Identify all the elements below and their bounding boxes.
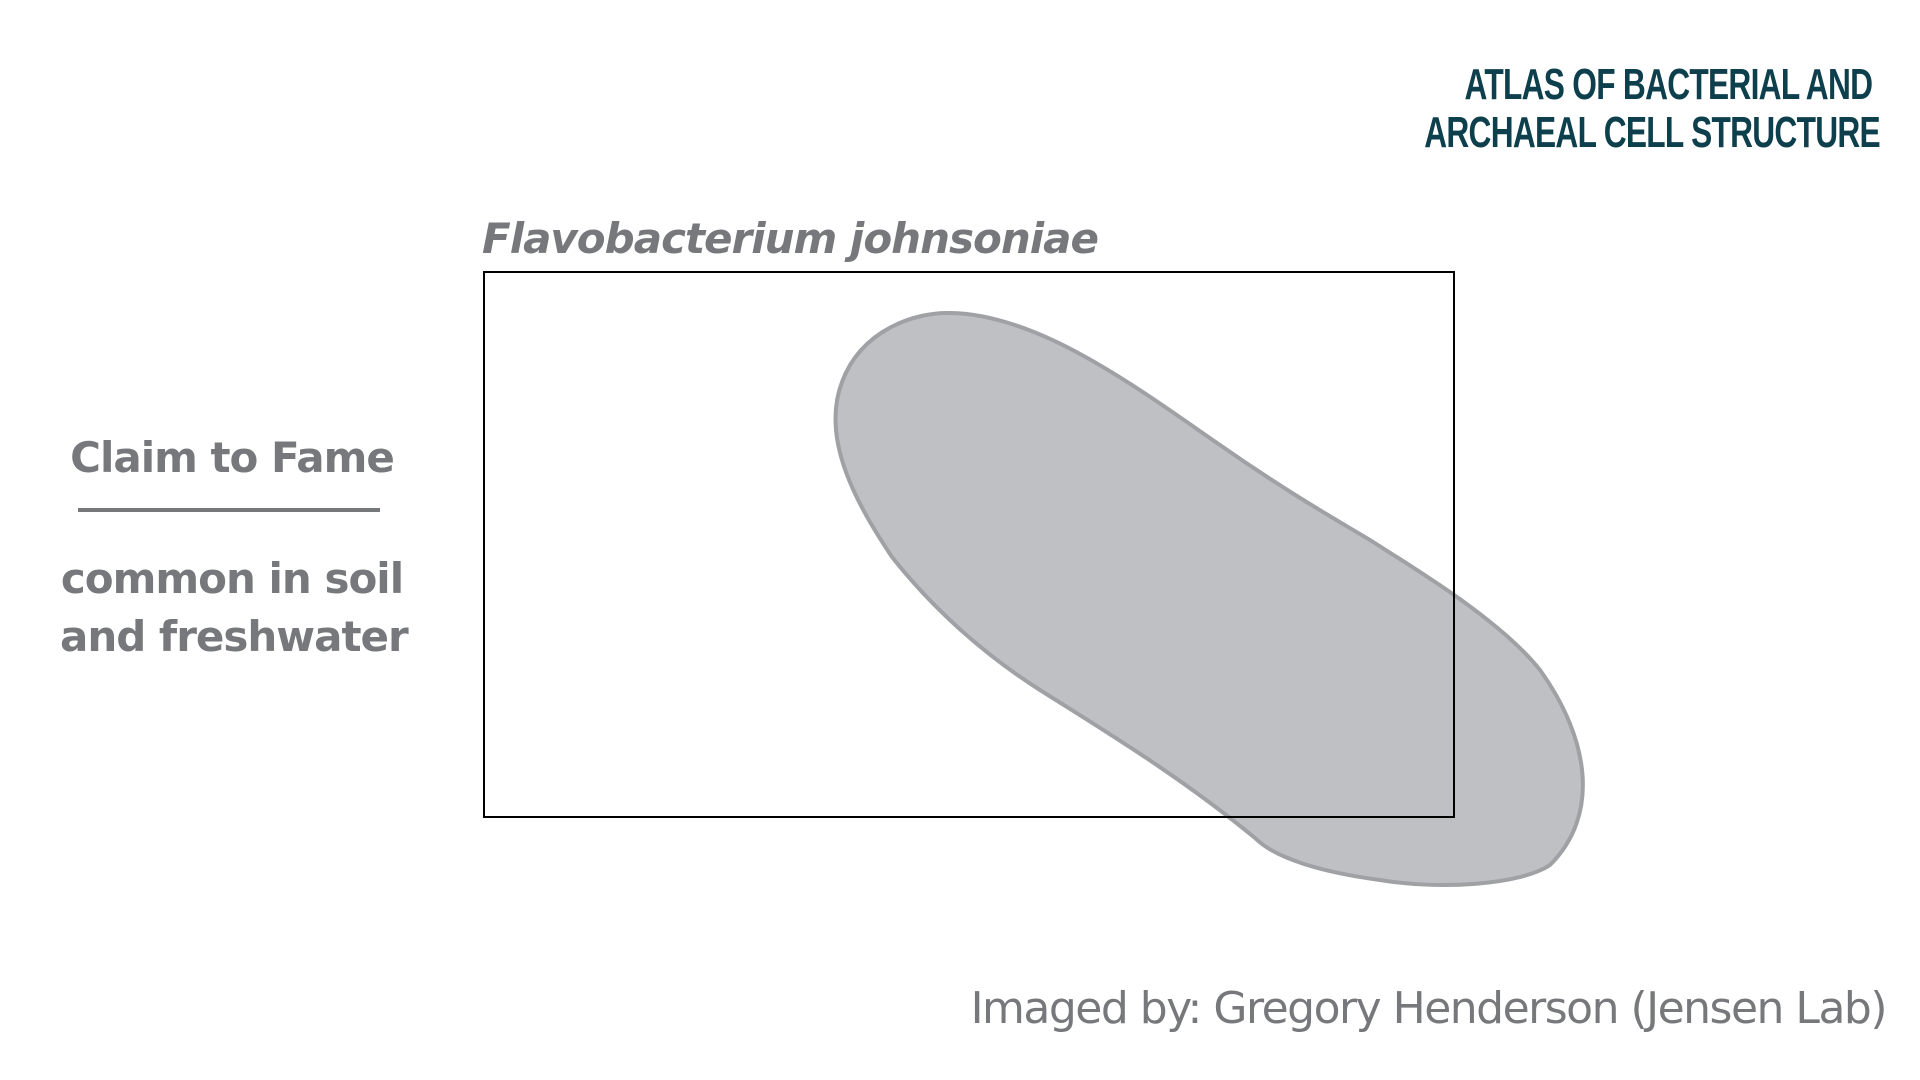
species-name: Flavobacterium johnsoniae [482, 214, 1099, 263]
claim-to-fame-text: common in soil and freshwater [60, 550, 409, 666]
claim-line-1: common in soil [60, 554, 404, 603]
image-frame [483, 271, 1455, 818]
logo-title-line-2: Archaeal Cell Structure [1424, 108, 1880, 157]
atlas-logo: Atlas of Bacterial and Archaeal Cell Str… [1424, 60, 1880, 160]
bacterial-cell-outline [833, 310, 1585, 887]
claim-divider [78, 508, 380, 512]
logo-title-line-1: Atlas of Bacterial and [1464, 60, 1872, 109]
claim-to-fame-heading: Claim to Fame [70, 433, 395, 482]
claim-line-2: and freshwater [60, 612, 409, 661]
image-credit: Imaged by: Gregory Henderson (Jensen Lab… [970, 983, 1888, 1034]
